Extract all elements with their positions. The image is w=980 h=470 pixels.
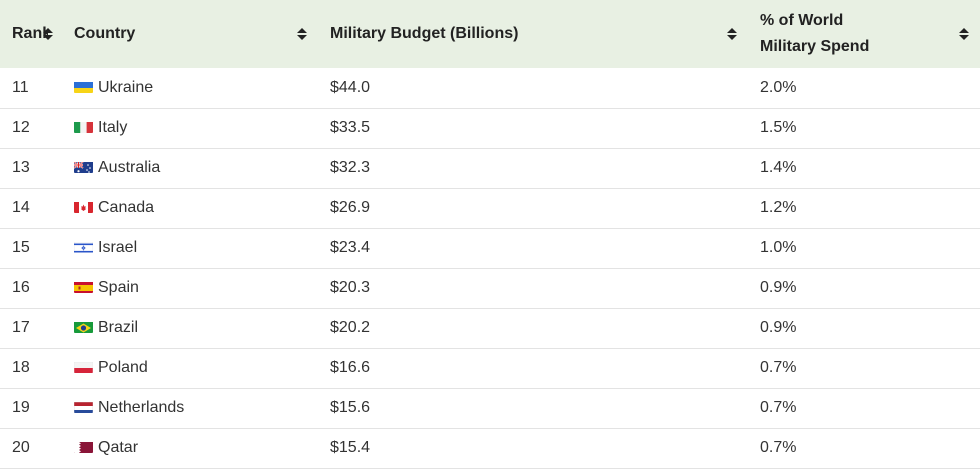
header-row: Rank Country Military Budget (Billions) … <box>0 0 980 68</box>
budget-cell: $23.4 <box>330 239 371 256</box>
budget-cell: $26.9 <box>330 199 371 216</box>
country-cell: Brazil <box>62 308 318 348</box>
netherlands-flag-icon <box>74 401 93 413</box>
sort-icon[interactable] <box>726 27 738 41</box>
table-row: 14 Canada $26.9 1.2% <box>0 188 980 228</box>
budget-cell: $20.2 <box>330 319 371 336</box>
rank-cell: 13 <box>12 159 30 176</box>
table-row: 17 Brazil $20.2 0.9% <box>0 308 980 348</box>
table-row: 13 Australia $32.3 1.4% <box>0 148 980 188</box>
rank-cell: 12 <box>12 119 30 136</box>
sort-icon[interactable] <box>296 27 308 41</box>
budget-cell: $15.4 <box>330 439 371 456</box>
country-cell: Canada <box>62 188 318 228</box>
country-name: Brazil <box>98 319 139 336</box>
budget-column-header[interactable]: Military Budget (Billions) <box>318 0 748 68</box>
rank-cell: 20 <box>12 439 30 456</box>
rank-header-label: Rank <box>12 25 48 42</box>
budget-cell: $16.6 <box>330 359 371 376</box>
budget-cell: $32.3 <box>330 159 371 176</box>
pct-cell: 0.7% <box>760 359 797 376</box>
rank-cell: 15 <box>12 239 30 256</box>
brazil-flag-icon <box>74 321 93 333</box>
pct-cell: 0.9% <box>760 279 797 296</box>
rank-cell: 18 <box>12 359 30 376</box>
rank-column-header[interactable]: Rank <box>0 0 62 68</box>
table-row: 19 Netherlands $15.6 0.7% <box>0 388 980 428</box>
country-cell: Spain <box>62 268 318 308</box>
pct-cell: 1.0% <box>760 239 797 256</box>
poland-flag-icon <box>74 361 93 373</box>
ukraine-flag-icon <box>74 81 93 93</box>
qatar-flag-icon <box>74 441 93 453</box>
israel-flag-icon <box>74 241 93 253</box>
country-name: Netherlands <box>98 399 185 416</box>
pct-header-line1: % of World <box>760 12 844 29</box>
table-row: 18 Poland $16.6 0.7% <box>0 348 980 388</box>
rank-cell: 11 <box>12 78 29 96</box>
table-header: Rank Country Military Budget (Billions) … <box>0 0 980 68</box>
country-cell: Italy <box>62 108 318 148</box>
country-name: Poland <box>98 359 148 376</box>
country-name: Ukraine <box>98 78 154 96</box>
spain-flag-icon <box>74 281 93 293</box>
budget-cell: $33.5 <box>330 119 371 136</box>
pct-cell: 1.2% <box>760 199 797 216</box>
country-header-label: Country <box>74 25 136 42</box>
country-name: Qatar <box>98 439 139 456</box>
budget-cell: $15.6 <box>330 399 371 416</box>
rank-cell: 17 <box>12 319 30 336</box>
country-cell: Australia <box>62 148 318 188</box>
country-cell: Qatar <box>62 428 318 468</box>
pct-cell: 0.7% <box>760 439 797 456</box>
country-cell: Israel <box>62 228 318 268</box>
table-row: 12 Italy $33.5 1.5% <box>0 108 980 148</box>
country-cell: Poland <box>62 348 318 388</box>
pct-cell: 1.4% <box>760 159 797 176</box>
canada-flag-icon <box>74 201 93 213</box>
country-name: Australia <box>98 159 161 176</box>
country-name: Canada <box>98 199 155 216</box>
sort-icon[interactable] <box>42 27 54 41</box>
country-name: Italy <box>98 119 128 136</box>
budget-cell: $44.0 <box>330 78 371 96</box>
budget-cell: $20.3 <box>330 279 371 296</box>
pct-cell: 2.0% <box>760 78 797 96</box>
country-column-header[interactable]: Country <box>62 0 318 68</box>
country-name: Spain <box>98 279 139 296</box>
table-row: 20 Qatar $15.4 0.7% <box>0 428 980 468</box>
sort-icon[interactable] <box>958 27 970 41</box>
italy-flag-icon <box>74 121 93 133</box>
pct-header-label: % of World Military Spend <box>760 8 980 60</box>
rank-cell: 14 <box>12 199 30 216</box>
australia-flag-icon <box>74 161 93 173</box>
table-body: 11 Ukraine $44.0 2.0% 12 Italy $33.5 1.5% 13 Aust… <box>0 68 980 468</box>
country-name: Israel <box>98 239 138 256</box>
pct-cell: 0.9% <box>760 319 797 336</box>
rank-cell: 16 <box>12 279 30 296</box>
table-row: 11 Ukraine $44.0 2.0% <box>0 68 980 108</box>
country-cell: Ukraine <box>62 68 318 108</box>
table-row: 15 Israel $23.4 1.0% <box>0 228 980 268</box>
country-cell: Netherlands <box>62 388 318 428</box>
rank-cell: 19 <box>12 399 30 416</box>
table-row: 16 Spain $20.3 0.9% <box>0 268 980 308</box>
budget-header-label: Military Budget (Billions) <box>330 25 519 42</box>
pct-column-header[interactable]: % of World Military Spend <box>748 0 980 68</box>
pct-header-line2: Military Spend <box>760 38 870 55</box>
pct-cell: 0.7% <box>760 399 797 416</box>
pct-cell: 1.5% <box>760 119 797 136</box>
